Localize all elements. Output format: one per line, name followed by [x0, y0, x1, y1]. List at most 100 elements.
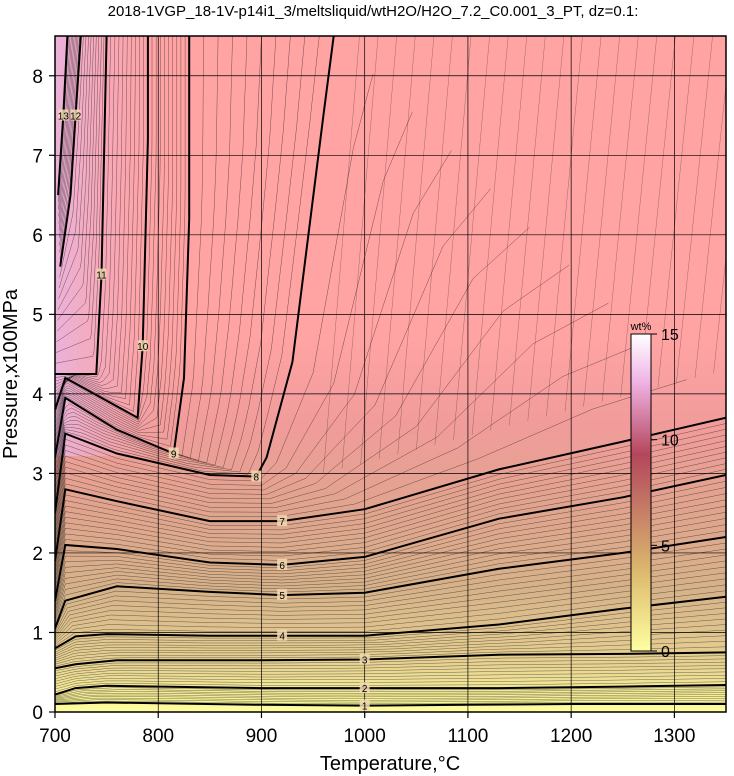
- minor-contour: [58, 36, 87, 289]
- colorbar-unit: wt%: [630, 321, 652, 333]
- minor-contour: [55, 36, 169, 434]
- minor-contour: [657, 36, 695, 388]
- minor-contour: [601, 36, 639, 402]
- minor-contour: [55, 36, 136, 400]
- minor-contour: [639, 36, 676, 393]
- contour-label-bg: [359, 653, 370, 665]
- contour-label-bg: [58, 109, 69, 121]
- minor-contour: [55, 36, 233, 475]
- minor-contour: [55, 446, 726, 581]
- high-water-region: [55, 36, 185, 456]
- minor-contour: [55, 629, 726, 661]
- minor-contour: [397, 36, 435, 455]
- minor-contour: [55, 655, 726, 672]
- minor-contour: [55, 688, 726, 697]
- contour-label-bg: [277, 629, 288, 641]
- minor-contour: [55, 36, 102, 353]
- minor-contour: [55, 499, 726, 612]
- minor-contour: [453, 36, 490, 441]
- minor-contour: [55, 613, 726, 655]
- x-axis-ticks: 700 800 900 1000 1100 1200 1300: [39, 712, 696, 747]
- minor-contour: [676, 36, 713, 383]
- minor-contour: [55, 700, 726, 705]
- minor-contour: [55, 624, 726, 659]
- major-contour: [55, 651, 726, 670]
- minor-contour: [55, 36, 219, 469]
- minor-contour: [59, 36, 84, 278]
- minor-contour: [55, 658, 726, 674]
- minor-contour: [546, 36, 583, 417]
- minor-contour: [341, 36, 379, 469]
- x-axis-label: Temperature,°C: [320, 753, 460, 775]
- minor-contour: [55, 578, 726, 643]
- minor-contour: [55, 36, 204, 464]
- minor-contour: [55, 681, 726, 693]
- minor-contour: [55, 665, 726, 680]
- y-tick-label: 7: [32, 146, 43, 167]
- minor-contour: [55, 36, 277, 491]
- major-contour: [59, 36, 82, 267]
- minor-contour: [55, 692, 726, 699]
- minor-contour: [620, 36, 657, 398]
- minor-contour: [509, 36, 546, 426]
- minor-contour: [55, 434, 726, 573]
- minor-contour: [55, 671, 726, 685]
- minor-contour: [57, 36, 94, 321]
- minor-contour: [56, 36, 97, 332]
- x-tick-label: 1200: [550, 726, 592, 747]
- y-tick-label: 1: [32, 623, 43, 644]
- minor-contour: [55, 264, 570, 542]
- minor-contour: [55, 554, 726, 635]
- minor-contour: [360, 36, 397, 464]
- minor-contour: [55, 36, 291, 497]
- minor-contour: [58, 36, 72, 217]
- colorbar-tick-label: 15: [661, 327, 679, 344]
- colorbar-tick-label: 5: [661, 538, 670, 555]
- contour-label: 8: [254, 473, 260, 484]
- contour-label: 2: [362, 684, 368, 695]
- minor-contour: [55, 36, 116, 382]
- minor-contour: [55, 640, 726, 665]
- major-contour: [55, 36, 108, 375]
- chart-title: 2018-1VGP_18-1V-p14i1_3/meltsliquid/wtH2…: [108, 3, 639, 20]
- minor-contour: [471, 36, 509, 436]
- colorbar: wt% 0 5 10 15: [630, 321, 679, 661]
- minor-contour: [55, 566, 726, 639]
- contour-label-bg: [96, 268, 107, 280]
- minor-contour: [58, 36, 74, 224]
- minor-contour: [55, 36, 105, 364]
- minor-contour: [55, 686, 726, 696]
- minor-contour: [55, 505, 726, 615]
- plot-frame: [54, 35, 727, 713]
- minor-contour: [55, 511, 726, 618]
- minor-contour: [55, 150, 452, 528]
- minor-contour: [55, 36, 262, 486]
- minor-contour: [55, 548, 726, 633]
- minor-contour: [713, 255, 726, 374]
- minor-contour: [55, 36, 140, 406]
- minor-contour: [55, 646, 726, 667]
- minor-contour: [416, 36, 453, 450]
- contour-label-bg: [70, 109, 81, 121]
- minor-contour: [55, 36, 306, 503]
- contour-label-bg: [277, 589, 288, 601]
- minor-contour: [55, 690, 726, 698]
- minor-contour: [55, 36, 157, 423]
- minor-contour: [55, 188, 491, 533]
- y-tick-label: 2: [32, 544, 43, 565]
- minor-contour: [55, 451, 726, 585]
- minor-contour: [55, 36, 165, 429]
- contour-label-bg: [277, 515, 288, 527]
- contour-label: 9: [171, 450, 177, 461]
- minor-contour: [59, 36, 79, 253]
- major-contour: [55, 36, 149, 420]
- contour-label: 11: [96, 271, 107, 282]
- minor-contour: [323, 36, 360, 474]
- x-tick-label: 900: [246, 726, 278, 747]
- contour-label-bg: [277, 558, 288, 570]
- contour-label-bg: [137, 340, 148, 352]
- y-tick-label: 6: [32, 226, 43, 247]
- contour-label: 10: [137, 342, 149, 353]
- minor-contour: [55, 694, 726, 700]
- y-axis-label: Pressure,x100MPa: [0, 288, 22, 459]
